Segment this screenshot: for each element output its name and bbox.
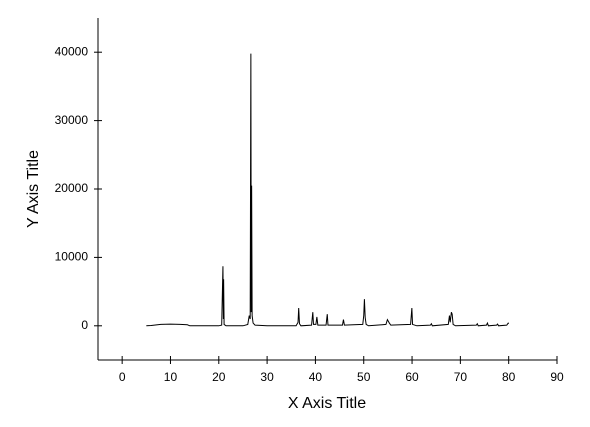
x-tick-label: 50 [357,370,371,384]
x-tick-label: 90 [550,370,564,384]
x-tick-label: 0 [119,370,126,384]
x-tick-label: 10 [164,370,178,384]
y-axis-title: Y Axis Title [25,150,42,228]
x-tick-label: 40 [309,370,323,384]
x-tick-label: 30 [260,370,274,384]
data-line [146,53,510,327]
y-tick-label: 0 [81,318,88,332]
y-tick-label: 30000 [55,113,89,127]
x-tick-label: 70 [454,370,468,384]
x-tick-label: 80 [502,370,516,384]
y-tick-label: 20000 [55,181,89,195]
y-tick-label: 10000 [55,250,89,264]
x-tick-label: 60 [405,370,419,384]
x-tick-label: 20 [212,370,226,384]
x-axis-title: X Axis Title [288,395,366,412]
y-tick-label: 40000 [55,44,89,58]
